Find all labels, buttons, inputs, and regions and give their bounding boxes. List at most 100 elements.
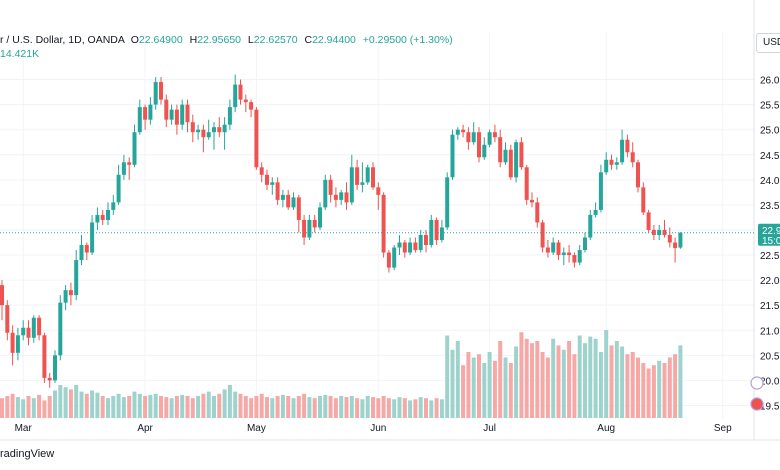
- candle: [662, 219, 667, 238]
- candle-body: [286, 194, 291, 208]
- volume-bars: [0, 330, 683, 418]
- time-axis[interactable]: Mar Apr May Jun Jul Aug Sep: [15, 423, 733, 434]
- volume-bar: [365, 396, 370, 418]
- candle-body: [106, 209, 110, 220]
- volume-bar: [477, 354, 481, 418]
- volume-bar: [291, 398, 296, 418]
- volume-bar: [641, 363, 646, 418]
- volume-bar: [498, 341, 503, 418]
- candle: [593, 202, 598, 218]
- candle-body: [360, 182, 365, 185]
- candle-body: [540, 222, 545, 248]
- candle: [307, 214, 312, 240]
- symbol-title[interactable]: r / U.S. Dollar, 1D, OANDA: [0, 34, 125, 46]
- candle-body: [408, 242, 413, 253]
- volume-bar: [280, 394, 285, 418]
- volume-bar: [238, 393, 243, 418]
- candle-body: [164, 99, 169, 120]
- candle: [583, 232, 587, 253]
- candle: [106, 202, 110, 225]
- candle: [636, 159, 640, 193]
- time-tick-label: Apr: [137, 423, 153, 434]
- candle-body: [227, 107, 232, 125]
- candle: [598, 164, 603, 213]
- candle-body: [153, 82, 158, 105]
- candle-body: [577, 250, 582, 263]
- candle: [127, 157, 132, 180]
- candle: [455, 127, 460, 140]
- candle: [508, 144, 513, 180]
- volume-bar: [111, 396, 116, 418]
- volume-bar: [614, 341, 619, 418]
- volume-bar: [286, 396, 291, 418]
- candle: [519, 137, 524, 170]
- price-tick-label: 24.0: [760, 176, 780, 187]
- candle: [180, 99, 185, 130]
- candle: [21, 320, 26, 341]
- volume-bar: [90, 390, 95, 418]
- candle-body: [498, 137, 503, 163]
- candle: [625, 134, 630, 158]
- candle: [0, 280, 4, 321]
- candle-body: [402, 242, 407, 253]
- volume-bar: [84, 393, 89, 418]
- candle: [678, 232, 683, 249]
- candle-body: [53, 355, 57, 381]
- candle-body: [84, 245, 89, 253]
- dividend-badge-icon[interactable]: [750, 397, 764, 411]
- candle: [270, 177, 275, 195]
- candle: [572, 252, 577, 268]
- volume-bar: [106, 398, 110, 418]
- candle: [15, 327, 20, 361]
- event-badge-icon[interactable]: [750, 376, 764, 390]
- candle-body: [333, 194, 338, 200]
- candle-body: [450, 134, 455, 178]
- candle: [333, 187, 338, 208]
- high-value: 22.95650: [197, 34, 241, 46]
- candle-body: [657, 229, 662, 235]
- volume-bar: [127, 396, 132, 418]
- candle: [249, 99, 254, 118]
- candle-body: [344, 192, 349, 203]
- candle: [53, 350, 57, 383]
- candle: [535, 197, 540, 228]
- candle-body: [614, 162, 619, 165]
- candle-body: [651, 229, 656, 235]
- candle-body: [487, 132, 492, 145]
- candle-body: [434, 219, 439, 240]
- volume-bar: [418, 397, 423, 418]
- volume-bar: [31, 398, 36, 418]
- volume-bar: [222, 389, 227, 418]
- candle: [164, 94, 169, 128]
- volume-bar: [328, 396, 333, 418]
- candle: [217, 117, 222, 138]
- candle-body: [159, 82, 163, 100]
- volume-bar: [620, 346, 625, 418]
- volume-bar: [598, 352, 603, 418]
- candle: [514, 139, 519, 183]
- candle-body: [307, 219, 312, 238]
- volume-bar: [270, 398, 275, 418]
- candle: [434, 217, 439, 246]
- candle-body: [148, 104, 153, 120]
- candle: [84, 242, 89, 261]
- candle-body: [678, 232, 683, 248]
- candle: [641, 182, 646, 215]
- volume-bar: [673, 354, 678, 418]
- currency-button[interactable]: USD: [756, 33, 780, 53]
- price-tick-label: 20.0: [760, 376, 780, 387]
- candle-body: [514, 142, 519, 178]
- low-value: 22.62570: [253, 34, 298, 46]
- volume-bar: [482, 363, 487, 418]
- price-tick-label: 25.0: [760, 126, 780, 137]
- volume-bar: [254, 396, 259, 418]
- volume-value: 14.421K: [0, 48, 40, 60]
- candle-body: [291, 197, 296, 208]
- candle: [159, 77, 163, 105]
- candle: [79, 234, 84, 266]
- candle: [238, 79, 243, 105]
- candle: [312, 214, 317, 233]
- volume-bar: [524, 338, 529, 418]
- candle: [609, 154, 614, 170]
